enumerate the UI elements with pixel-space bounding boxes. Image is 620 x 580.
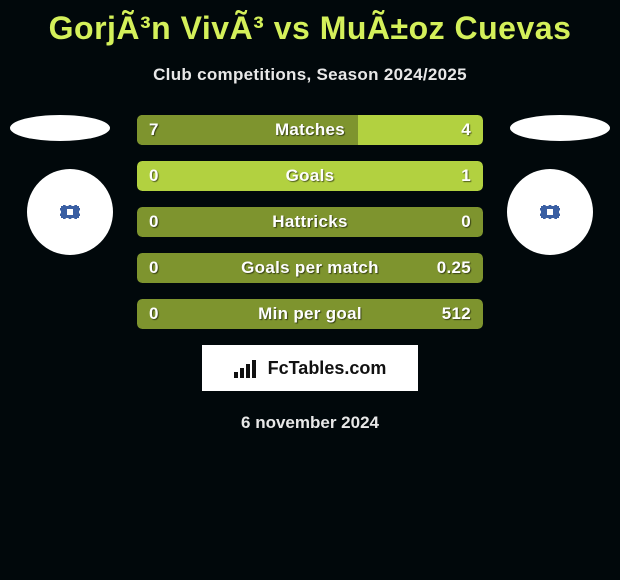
stat-row: Hattricks0 0 (137, 207, 483, 237)
stat-row: Min per goal0 512 (137, 299, 483, 329)
date-text: 6 november 2024 (0, 413, 620, 433)
placeholder-icon (60, 205, 80, 219)
player-right-pad (510, 115, 610, 141)
stat-value-right: 0 (461, 207, 471, 237)
stat-row: Goals0 1 (137, 161, 483, 191)
player-right-avatar (507, 169, 593, 255)
page-title: GorjÃ³n VivÃ³ vs MuÃ±oz Cuevas (0, 0, 620, 47)
stat-value-right: 0.25 (437, 253, 471, 283)
stat-label: Hattricks (137, 207, 483, 237)
stats-list: Matches74Goals01Hattricks00Goals per mat… (137, 115, 483, 329)
brand-text: FcTables.com (268, 358, 387, 379)
stats-stage: Matches74Goals01Hattricks00Goals per mat… (0, 115, 620, 329)
stat-label: Goals (137, 161, 483, 191)
comparison-card: GorjÃ³n VivÃ³ vs MuÃ±oz Cuevas Club comp… (0, 0, 620, 433)
stat-label: Matches (137, 115, 483, 145)
stat-value-left: 0 (149, 161, 159, 191)
stat-row: Goals per match0 0.25 (137, 253, 483, 283)
stat-label: Goals per match (137, 253, 483, 283)
stat-label: Min per goal (137, 299, 483, 329)
stat-value-left: 7 (149, 115, 159, 145)
player-left-avatar (27, 169, 113, 255)
stat-value-right: 1 (461, 161, 471, 191)
stat-value-right: 512 (442, 299, 471, 329)
brand-logo-icon (234, 358, 262, 378)
player-left-pad (10, 115, 110, 141)
stat-value-left: 0 (149, 253, 159, 283)
brand-badge: FcTables.com (202, 345, 418, 391)
stat-value-left: 0 (149, 207, 159, 237)
subtitle: Club competitions, Season 2024/2025 (0, 65, 620, 85)
stat-row: Matches7 4 (137, 115, 483, 145)
stat-value-left: 0 (149, 299, 159, 329)
placeholder-icon (540, 205, 560, 219)
stat-value-right: 4 (461, 115, 471, 145)
